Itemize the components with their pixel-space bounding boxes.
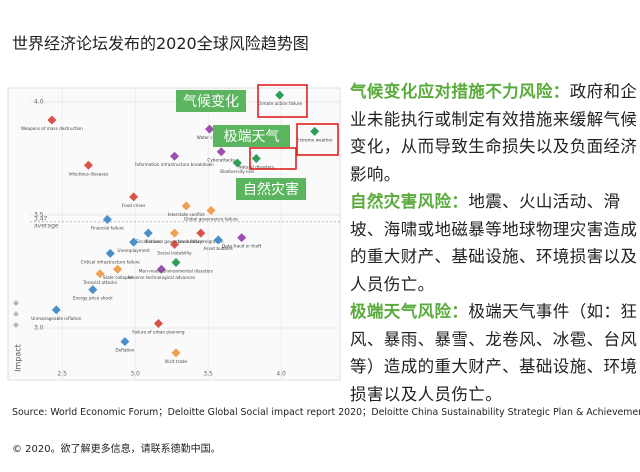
point: [275, 90, 285, 100]
legend-icon: [13, 322, 19, 328]
highlight-box: [257, 84, 308, 118]
point-label: Fiscal crises: [136, 239, 161, 244]
legend-icon: [13, 300, 19, 306]
point: [170, 151, 180, 161]
footer: © 2020。欲了解更多信息，请联系德勤中国。: [12, 444, 221, 455]
average-text: average: [34, 222, 59, 229]
legend-icon: [13, 311, 19, 317]
point-label: Climate action failure: [257, 101, 302, 106]
paragraph-head: 极端天气风险：: [350, 302, 469, 321]
annotation-text: 极端天气: [224, 129, 280, 145]
x-tick-label: 2.5: [57, 371, 67, 378]
paragraph-body: 政府和企业未能执行或制定有效措施来缓解气候变化，从而导致生命损失以及负面经济影响…: [350, 82, 638, 184]
highlight-box: [296, 123, 339, 156]
x-tick-label: 3.0: [130, 371, 140, 378]
point: [310, 126, 320, 136]
y-tick-label: 3.5: [34, 211, 44, 218]
point: [206, 205, 216, 215]
paragraph: 自然灾害风险：地震、火山活动、滑坡、海啸或地磁暴等地球物理灾害造成的重大财产、基…: [350, 188, 638, 298]
point: [153, 318, 163, 328]
point-label: Food crises: [122, 203, 146, 208]
point: [213, 235, 223, 245]
point: [102, 215, 112, 225]
point-label: Financial failure: [91, 226, 124, 231]
point: [170, 228, 180, 238]
point: [143, 228, 153, 238]
point-label: Natural disasters: [238, 164, 274, 169]
point: [113, 264, 123, 274]
source: Source: World Economic Forum；Deloitte Gl…: [12, 407, 640, 418]
annotation-box: [236, 178, 306, 200]
description: 气候变化应对措施不力风险：政府和企业未能执行或制定有效措施来缓解气候变化，从而导…: [350, 78, 638, 408]
highlight-box: [249, 147, 297, 170]
point-label: Weapons of mass destruction: [21, 126, 83, 131]
annotation-text: 自然灾害: [243, 181, 299, 198]
point: [83, 160, 93, 170]
point-label: Unmanageable inflation: [31, 316, 82, 321]
average-label: 3.47: [34, 215, 48, 222]
point-label: National governance failure: [146, 239, 204, 244]
point-label: Illicit trade: [165, 359, 188, 364]
point: [205, 124, 215, 134]
point-label: Man-made environmental disasters: [139, 268, 213, 273]
point-label: State collapse: [103, 275, 133, 280]
point-label: Failure of urban planning: [132, 329, 185, 334]
page-title: 世界经济论坛发布的2020全球风险趋势图: [12, 34, 309, 53]
point: [51, 305, 61, 315]
paragraph: 极端天气风险：极端天气事件（如：狂风、暴雨、暴雪、龙卷风、冰雹、台风等）造成的重…: [350, 298, 638, 408]
point: [171, 348, 181, 358]
point-label: Biodiversity loss: [220, 169, 254, 174]
x-tick-label: 3.5: [203, 371, 213, 378]
point-label: Cyberattacks: [207, 158, 235, 163]
point-label: Asset bubbles: [204, 246, 233, 251]
annotation-box: [176, 90, 246, 112]
point-label: Unemployment: [118, 248, 151, 253]
point: [156, 264, 166, 274]
point-label: Water crises: [197, 135, 223, 140]
point-label: Infectious diseases: [68, 171, 108, 176]
point-label: Involuntary migration: [178, 239, 224, 244]
point-label: Adverse technological advances: [128, 275, 196, 280]
point: [129, 237, 139, 247]
point: [105, 248, 115, 258]
point-label: Global governance failure: [184, 216, 238, 221]
point: [237, 233, 247, 243]
paragraph-body: 极端天气事件（如：狂风、暴雨、暴雪、龙卷风、冰雹、台风等）造成的重大财产、基础设…: [350, 302, 638, 404]
annotation-box: [213, 125, 290, 147]
point-label: Interstate conflict: [168, 212, 205, 217]
y-tick-label: 4.0: [34, 98, 44, 105]
point-label: Terrorist attacks: [82, 280, 117, 285]
y-tick-label: 3.0: [34, 325, 44, 332]
point: [170, 239, 180, 249]
point-label: Critical infrastructure failure: [81, 259, 141, 264]
point: [181, 201, 191, 211]
paragraph-head: 气候变化应对措施不力风险：: [350, 82, 570, 101]
point: [196, 228, 206, 238]
point-label: Energy price shock: [73, 296, 113, 301]
point-label: Social instability: [157, 250, 192, 255]
point: [232, 158, 242, 168]
point: [95, 269, 105, 279]
x-tick-label: 4.0: [276, 371, 286, 378]
point-label: Extreme weather: [297, 137, 333, 142]
point: [129, 192, 139, 202]
point: [120, 337, 130, 347]
point: [171, 257, 181, 267]
point: [88, 285, 98, 295]
point-label: Data fraud or theft: [222, 244, 262, 249]
point-label: Information infrastructure breakdown: [135, 162, 214, 167]
paragraph-head: 自然灾害风险：: [350, 192, 469, 211]
paragraph-body: 地震、火山活动、滑坡、海啸或地磁暴等地球物理灾害造成的重大财产、基础设施、环境损…: [350, 192, 638, 294]
point: [251, 153, 261, 163]
annotation-text: 气候变化: [183, 94, 239, 110]
paragraph: 气候变化应对措施不力风险：政府和企业未能执行或制定有效措施来缓解气候变化，从而导…: [350, 78, 638, 188]
point: [216, 147, 226, 157]
point: [47, 115, 57, 125]
point-label: Deflation: [115, 348, 134, 353]
y-axis-label: Impact: [14, 344, 23, 372]
